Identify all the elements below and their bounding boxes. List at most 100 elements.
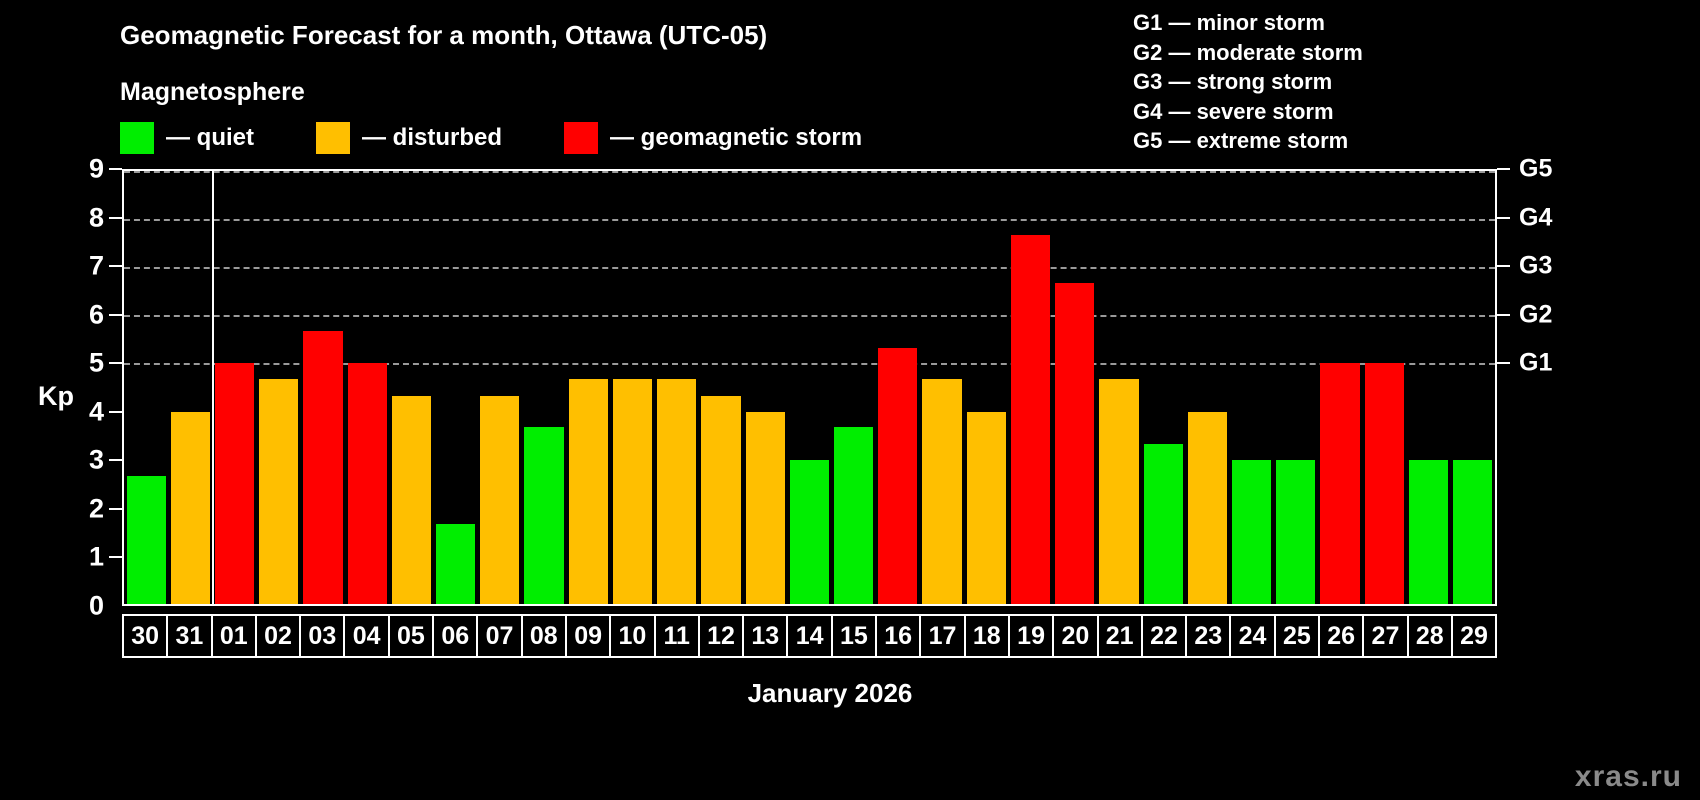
- y-tick-label: 1: [88, 541, 104, 572]
- date-cell-24[interactable]: 24: [1231, 616, 1276, 656]
- date-cell-10[interactable]: 10: [611, 616, 656, 656]
- date-cell-06[interactable]: 06: [434, 616, 479, 656]
- date-cell-22[interactable]: 22: [1143, 616, 1188, 656]
- date-cell-27[interactable]: 27: [1364, 616, 1409, 656]
- bar-cell[interactable]: [1318, 171, 1362, 604]
- bar-cell[interactable]: [566, 171, 610, 604]
- date-cell-19[interactable]: 19: [1010, 616, 1055, 656]
- bar-cell[interactable]: [876, 171, 920, 604]
- bar-cell[interactable]: [1362, 171, 1406, 604]
- bar-08[interactable]: [524, 427, 564, 604]
- bar-21[interactable]: [1099, 379, 1139, 604]
- bar-30[interactable]: [126, 475, 166, 604]
- date-cell-18[interactable]: 18: [966, 616, 1010, 656]
- date-cell-30[interactable]: 30: [124, 616, 169, 656]
- bar-cell[interactable]: [1406, 171, 1450, 604]
- bar-31[interactable]: [170, 411, 210, 604]
- bar-cell[interactable]: [832, 171, 876, 604]
- g-tick-mark: [1497, 313, 1510, 316]
- bar-cell[interactable]: [743, 171, 787, 604]
- bar-cell[interactable]: [920, 171, 964, 604]
- date-cell-26[interactable]: 26: [1320, 616, 1365, 656]
- bar-cell[interactable]: [787, 171, 831, 604]
- bar-16[interactable]: [878, 347, 918, 604]
- bar-09[interactable]: [568, 379, 608, 604]
- bar-11[interactable]: [657, 379, 697, 604]
- date-cell-21[interactable]: 21: [1099, 616, 1143, 656]
- date-cell-31[interactable]: 31: [168, 616, 213, 656]
- bar-cell[interactable]: [434, 171, 478, 604]
- date-cell-13[interactable]: 13: [744, 616, 789, 656]
- bar-cell[interactable]: [1451, 171, 1495, 604]
- date-cell-14[interactable]: 14: [788, 616, 833, 656]
- y-tick-label: 4: [88, 396, 104, 427]
- bar-19[interactable]: [1010, 235, 1051, 604]
- date-cell-23[interactable]: 23: [1187, 616, 1232, 656]
- bar-cell[interactable]: [345, 171, 389, 604]
- bar-cell[interactable]: [610, 171, 654, 604]
- bar-04[interactable]: [347, 363, 387, 604]
- bar-06[interactable]: [436, 523, 476, 604]
- bar-18[interactable]: [966, 411, 1006, 604]
- y-tick-mark: [109, 265, 122, 268]
- bar-24[interactable]: [1231, 459, 1272, 604]
- bar-cell[interactable]: [1185, 171, 1229, 604]
- bar-14[interactable]: [789, 459, 829, 604]
- y-tick-label: 0: [88, 590, 104, 621]
- date-cell-03[interactable]: 03: [301, 616, 346, 656]
- bar-cell[interactable]: [655, 171, 699, 604]
- bar-cell[interactable]: [1274, 171, 1318, 604]
- date-cell-04[interactable]: 04: [345, 616, 390, 656]
- y-tick-mark: [109, 362, 122, 365]
- date-cell-12[interactable]: 12: [700, 616, 745, 656]
- bar-13[interactable]: [745, 411, 785, 604]
- bar-cell[interactable]: [257, 171, 301, 604]
- bar-05[interactable]: [391, 395, 432, 604]
- date-cell-07[interactable]: 07: [478, 616, 523, 656]
- bar-26[interactable]: [1320, 363, 1360, 604]
- bar-10[interactable]: [612, 379, 653, 604]
- bar-22[interactable]: [1143, 443, 1183, 604]
- bar-17[interactable]: [922, 379, 962, 604]
- date-cell-29[interactable]: 29: [1460, 621, 1488, 650]
- date-cell-09[interactable]: 09: [567, 616, 612, 656]
- bar-12[interactable]: [701, 395, 741, 604]
- bar-15[interactable]: [834, 427, 874, 604]
- bar-cell[interactable]: [212, 171, 256, 604]
- bar-cell[interactable]: [124, 171, 168, 604]
- date-cell-16[interactable]: 16: [877, 616, 922, 656]
- date-cell-11[interactable]: 11: [656, 616, 700, 656]
- bar-02[interactable]: [259, 379, 299, 604]
- date-cell-05[interactable]: 05: [390, 616, 435, 656]
- date-cell-20[interactable]: 20: [1054, 616, 1099, 656]
- bar-23[interactable]: [1187, 411, 1227, 604]
- bar-27[interactable]: [1364, 363, 1404, 604]
- bar-cell[interactable]: [168, 171, 212, 604]
- bar-series: [124, 171, 1495, 604]
- bar-cell[interactable]: [699, 171, 743, 604]
- bar-cell[interactable]: [964, 171, 1008, 604]
- bar-28[interactable]: [1408, 459, 1449, 604]
- date-cell-25[interactable]: 25: [1276, 616, 1321, 656]
- bar-cell[interactable]: [1097, 171, 1141, 604]
- bar-cell[interactable]: [1141, 171, 1185, 604]
- bar-cell[interactable]: [389, 171, 433, 604]
- bar-03[interactable]: [303, 331, 343, 604]
- bar-07[interactable]: [480, 395, 520, 604]
- bar-cell[interactable]: [522, 171, 566, 604]
- bar-cell[interactable]: [1053, 171, 1097, 604]
- bar-20[interactable]: [1055, 283, 1095, 604]
- bar-25[interactable]: [1276, 459, 1316, 604]
- bar-cell[interactable]: [301, 171, 345, 604]
- date-cell-28[interactable]: 28: [1409, 616, 1453, 656]
- date-cell-02[interactable]: 02: [257, 616, 302, 656]
- date-cell-01[interactable]: 01: [213, 616, 257, 656]
- date-cell-15[interactable]: 15: [833, 616, 878, 656]
- bar-01[interactable]: [214, 363, 255, 604]
- date-cell-08[interactable]: 08: [523, 616, 567, 656]
- bar-cell[interactable]: [478, 171, 522, 604]
- bar-cell[interactable]: [1008, 171, 1052, 604]
- bar-cell[interactable]: [1229, 171, 1273, 604]
- date-cell-17[interactable]: 17: [921, 616, 966, 656]
- bar-29[interactable]: [1453, 459, 1493, 604]
